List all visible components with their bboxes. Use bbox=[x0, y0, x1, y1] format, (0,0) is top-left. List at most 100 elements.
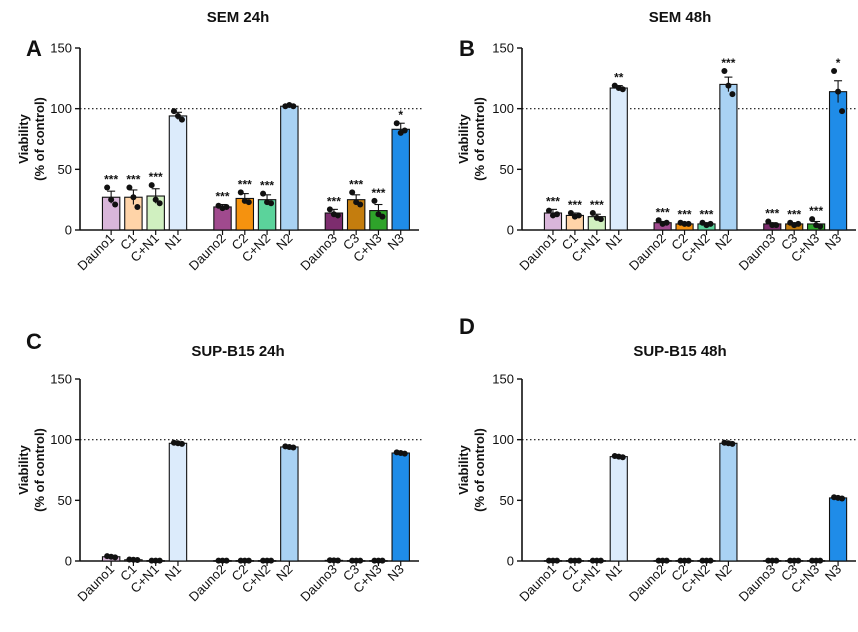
significance-label: *** bbox=[787, 208, 801, 222]
data-point bbox=[795, 557, 802, 564]
x-tick-label: N3 bbox=[384, 231, 406, 253]
data-point bbox=[178, 440, 185, 447]
chart-title: SUP-B15 48h bbox=[633, 343, 726, 360]
chart-panel-c: C SUP-B15 24h Viability(% of control) 0 50 10… bbox=[16, 329, 423, 604]
data-point bbox=[545, 207, 552, 214]
data-point bbox=[357, 201, 364, 208]
significance-label: ** bbox=[614, 71, 624, 85]
significance-label: *** bbox=[678, 208, 692, 222]
significance-label: *** bbox=[721, 56, 735, 70]
data-point bbox=[401, 127, 408, 134]
y-tick-label: 150 bbox=[492, 41, 514, 56]
data-point bbox=[597, 216, 604, 223]
data-point bbox=[148, 182, 155, 189]
data-point bbox=[379, 557, 386, 564]
x-tick-label: N2 bbox=[273, 562, 295, 584]
y-tick-label: 50 bbox=[58, 162, 72, 177]
data-point bbox=[817, 223, 824, 230]
x-tick-label: N1 bbox=[603, 562, 625, 584]
data-point bbox=[567, 210, 574, 217]
data-point bbox=[725, 82, 732, 89]
data-point bbox=[685, 557, 692, 564]
significance-label: *** bbox=[546, 194, 560, 208]
x-tick-label: N2 bbox=[712, 231, 734, 253]
significance-label: *** bbox=[568, 198, 582, 212]
y-axis-label-line2: (% of control) bbox=[472, 428, 487, 512]
data-point bbox=[223, 557, 230, 564]
significance-label: *** bbox=[699, 208, 713, 222]
data-point bbox=[156, 200, 163, 207]
y-tick-label: 150 bbox=[50, 41, 72, 56]
data-point bbox=[326, 206, 333, 213]
chart-title: SEM 48h bbox=[649, 9, 712, 26]
data-point bbox=[619, 454, 626, 461]
y-tick-label: 0 bbox=[507, 223, 514, 238]
data-point bbox=[707, 220, 714, 227]
data-point bbox=[619, 86, 626, 93]
bar-n2 bbox=[719, 442, 738, 562]
y-axis-label-line2: (% of control) bbox=[32, 428, 47, 512]
significance-label: *** bbox=[104, 173, 118, 187]
data-point bbox=[401, 450, 408, 457]
data-point bbox=[178, 116, 185, 123]
data-point bbox=[290, 103, 297, 110]
y-axis-label-line1: Viability bbox=[456, 444, 471, 494]
y-axis-label: Viability(% of control) bbox=[456, 428, 487, 512]
x-tick-label: N3 bbox=[384, 562, 406, 584]
bar-n2 bbox=[280, 446, 299, 562]
x-tick-label: Dauno1 bbox=[74, 562, 117, 605]
bar-n2 bbox=[719, 83, 738, 231]
x-tick-label: Dauno1 bbox=[516, 562, 559, 605]
x-tick-label: N1 bbox=[603, 231, 625, 253]
x-tick-label: Dauno2 bbox=[626, 562, 669, 605]
x-tick-label: Dauno3 bbox=[297, 562, 340, 605]
data-point bbox=[817, 557, 824, 564]
data-point bbox=[589, 210, 596, 217]
data-point bbox=[597, 557, 604, 564]
y-tick-label: 150 bbox=[492, 372, 514, 387]
significance-label: * bbox=[398, 108, 403, 122]
y-axis-label: Viability(% of control) bbox=[456, 97, 487, 181]
significance-label: *** bbox=[765, 207, 779, 221]
data-point bbox=[765, 218, 772, 225]
data-point bbox=[773, 557, 780, 564]
bar-n1 bbox=[168, 115, 188, 231]
x-tick-label: Dauno3 bbox=[736, 562, 779, 605]
y-axis-label: Viability(% of control) bbox=[16, 428, 47, 512]
y-tick-label: 100 bbox=[492, 432, 514, 447]
bar-n1 bbox=[609, 87, 628, 231]
data-point bbox=[223, 203, 230, 210]
x-tick-label: N2 bbox=[273, 231, 295, 253]
significance-label: *** bbox=[590, 198, 604, 212]
significance-label: *** bbox=[238, 177, 252, 191]
data-point bbox=[130, 194, 137, 201]
data-point bbox=[553, 557, 560, 564]
chart-title: SUP-B15 24h bbox=[191, 343, 284, 360]
data-point bbox=[268, 557, 275, 564]
significance-label: *** bbox=[149, 170, 163, 184]
data-point bbox=[729, 440, 736, 447]
y-axis-label-line1: Viability bbox=[16, 113, 31, 163]
x-tick-label: N1 bbox=[162, 562, 184, 584]
data-point bbox=[663, 557, 670, 564]
data-point bbox=[112, 201, 119, 208]
bar-n3 bbox=[828, 497, 848, 562]
data-point bbox=[721, 68, 728, 75]
panel-letter: C bbox=[26, 329, 42, 354]
data-point bbox=[575, 557, 582, 564]
data-point bbox=[729, 91, 736, 98]
y-axis-label: Viability(% of control) bbox=[16, 97, 47, 181]
data-point bbox=[245, 557, 252, 564]
data-point bbox=[245, 199, 252, 206]
y-tick-label: 150 bbox=[50, 372, 72, 387]
data-point bbox=[108, 196, 115, 203]
x-tick-label: Dauno3 bbox=[297, 231, 340, 274]
data-point bbox=[773, 222, 780, 229]
data-point bbox=[290, 444, 297, 451]
y-tick-label: 100 bbox=[50, 432, 72, 447]
data-point bbox=[707, 557, 714, 564]
y-tick-label: 0 bbox=[65, 223, 72, 238]
data-point bbox=[268, 200, 275, 207]
x-tick-label: Dauno2 bbox=[626, 231, 669, 274]
y-tick-label: 50 bbox=[58, 493, 72, 508]
